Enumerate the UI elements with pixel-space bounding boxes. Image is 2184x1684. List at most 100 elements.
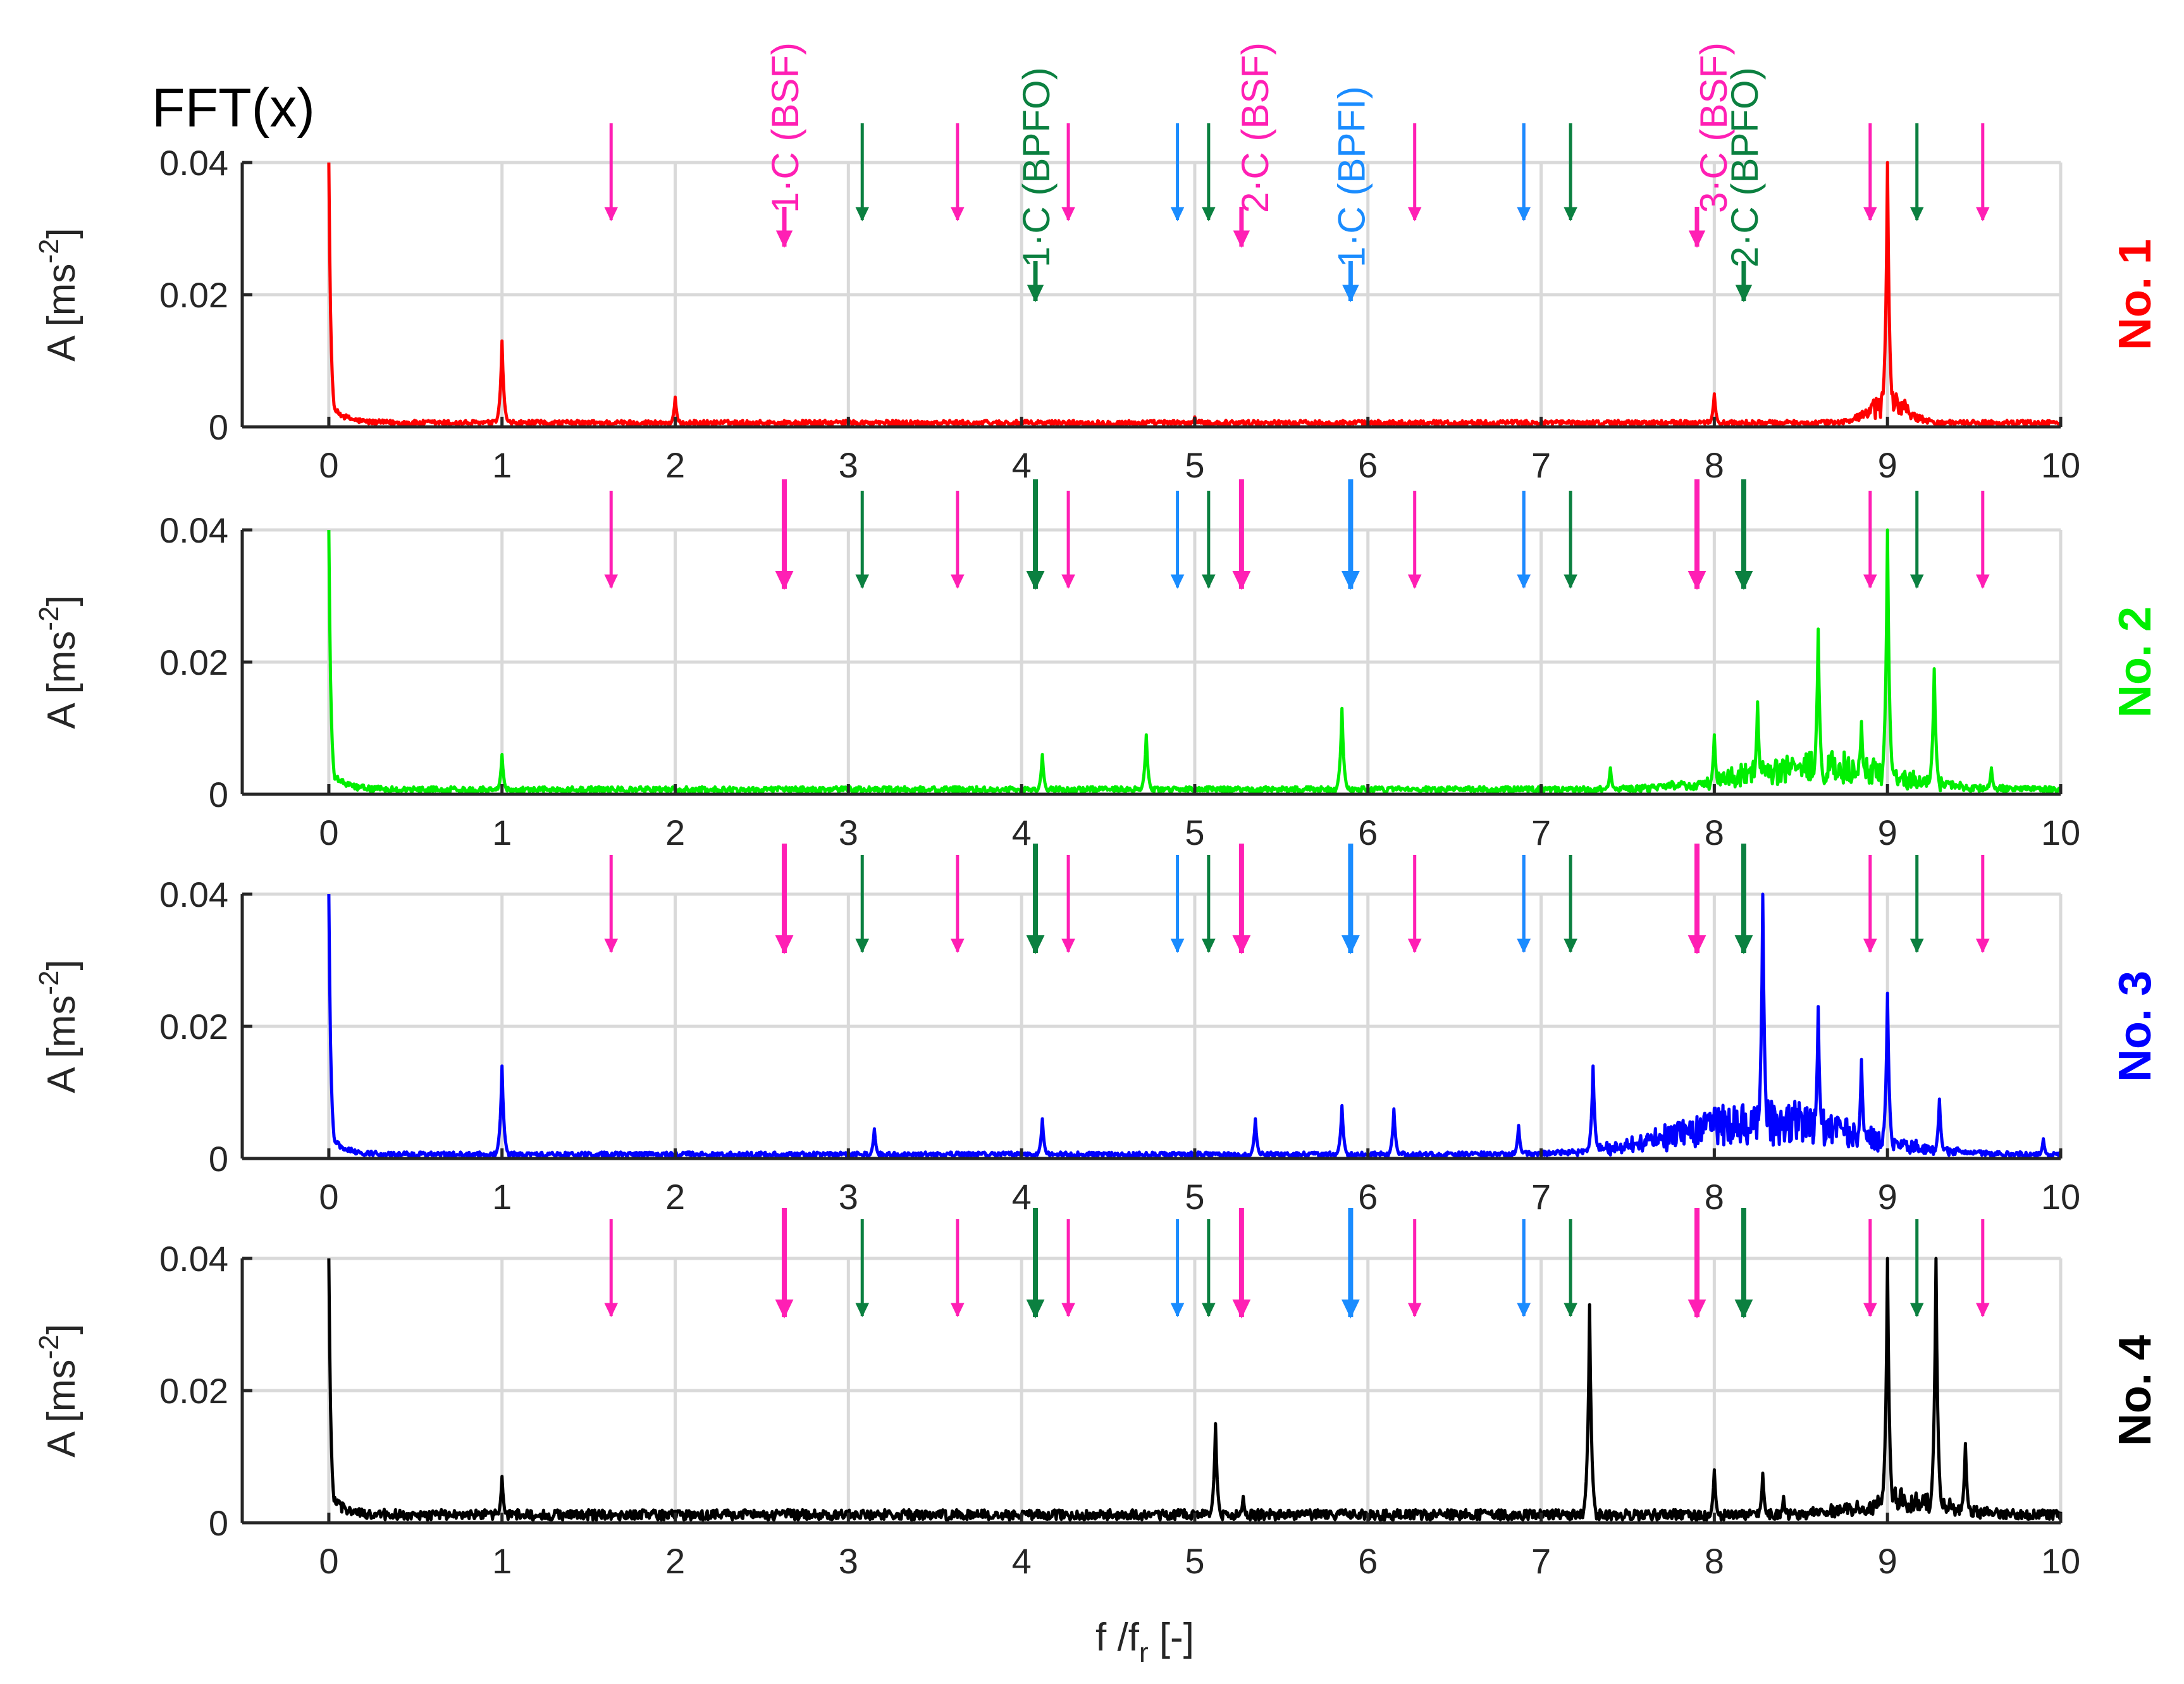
fault-marker-arrow-head: [951, 938, 965, 953]
fault-marker-arrow: [1170, 123, 1185, 221]
x-axis-label: f /fr [-]: [1095, 1616, 1194, 1668]
x-tick-label: 3: [839, 813, 858, 852]
x-tick-label: 10: [2041, 1541, 2080, 1581]
y-axis-label-superscript: -2: [34, 971, 65, 995]
panel-1: 0 1 2 3 4 5 6 7 8 9 10 0 0.02 0.04 A [ms-2] No. 1: [34, 123, 2161, 485]
fault-marker-arrow-head: [1517, 574, 1531, 589]
fault-marker-arrow: [1341, 479, 1360, 590]
annotation-label: 1·C (BPFO): [1015, 67, 1058, 267]
y-axis-label-main: A [ms: [40, 631, 83, 729]
fault-marker-arrow-head: [1026, 1300, 1045, 1318]
x-tick-label: 7: [1531, 445, 1551, 485]
fault-marker-arrow-head: [951, 574, 965, 589]
fault-marker-arrow: [604, 855, 619, 953]
y-axis-label-superscript: -2: [34, 239, 65, 264]
fault-marker-arrow: [1734, 479, 1753, 590]
fault-marker-arrow: [1061, 855, 1075, 953]
fault-marker-arrow-head: [1202, 938, 1216, 953]
fault-marker-arrow: [1975, 123, 1990, 221]
fault-marker-arrow-head: [1863, 938, 1877, 953]
fault-marker-arrow-head: [1909, 207, 1924, 221]
y-tick-label: 0.04: [159, 510, 228, 550]
x-tick-label: 7: [1531, 1541, 1551, 1581]
y-axis-label-main: A [ms: [40, 1360, 83, 1458]
x-axis-label-subscript: r: [1139, 1637, 1149, 1668]
annotation-arrow-head: [1735, 285, 1753, 302]
annotation-arrow: [1688, 207, 1706, 248]
panel-label: No. 2: [2110, 606, 2161, 718]
fault-marker-arrow-head: [1061, 574, 1075, 589]
fault-marker-arrow: [1202, 491, 1216, 589]
fault-marker-arrow: [1687, 479, 1706, 590]
fault-marker-arrow-head: [1975, 207, 1990, 221]
fault-marker-arrow: [1170, 491, 1185, 589]
x-tick-label: 1: [492, 1541, 512, 1581]
fault-marker-arrow-head: [1202, 574, 1216, 589]
fault-marker-arrow-head: [775, 1300, 794, 1318]
fault-marker-arrow: [1863, 123, 1877, 221]
x-tick-label: 2: [665, 1177, 685, 1217]
fault-annotations: 1·C (BSF) 1·C (BPFO) 2·C (BSF) 1·C (BPFI) 3·…: [764, 42, 1766, 302]
fault-marker-arrow-head: [855, 938, 870, 953]
panel-label: No. 1: [2110, 239, 2161, 350]
fault-marker-arrow-head: [1863, 574, 1877, 589]
x-tick-label: 10: [2041, 445, 2080, 485]
fault-marker-arrow: [1517, 855, 1531, 953]
annotation-arrow-head: [1027, 285, 1044, 302]
fault-marker-arrow-head: [1564, 207, 1577, 221]
fault-marker-arrow: [1687, 1208, 1706, 1318]
x-tick-label: 8: [1705, 1177, 1724, 1217]
fault-marker-arrow: [1909, 1219, 1924, 1317]
x-tick-label: 10: [2041, 813, 2080, 852]
x-tick-label: 4: [1012, 1177, 1032, 1217]
fault-marker-arrow: [1407, 855, 1422, 953]
x-tick-label: 8: [1705, 813, 1724, 852]
fault-marker-arrow: [1517, 1219, 1531, 1317]
fault-marker-arrow-head: [1061, 207, 1075, 221]
y-tick-label: 0.04: [159, 875, 228, 914]
fault-marker-arrow: [1341, 1208, 1360, 1318]
fault-marker-arrow-head: [1975, 938, 1990, 953]
x-tick-label: 8: [1705, 445, 1724, 485]
x-tick-label: 9: [1878, 1541, 1897, 1581]
fault-marker-arrow-head: [1734, 935, 1753, 954]
fault-marker-arrow-head: [1061, 938, 1075, 953]
fault-marker-arrow-head: [855, 1303, 870, 1317]
y-axis-label-tail: ]: [40, 959, 83, 970]
fault-marker-arrow: [855, 1219, 870, 1317]
y-tick-label: 0: [209, 775, 228, 814]
fault-marker-arrow-head: [855, 574, 870, 589]
fault-marker-arrow: [1975, 1219, 1990, 1317]
annotation-label: 1·C (BSF): [764, 42, 806, 213]
x-tick-label: 6: [1358, 1177, 1378, 1217]
y-axis-label: A [ms-2]: [34, 228, 83, 361]
x-tick-label: 6: [1358, 445, 1378, 485]
x-tick-label: 8: [1705, 1541, 1724, 1581]
x-tick-label: 4: [1012, 813, 1032, 852]
fault-marker-arrow-head: [1863, 207, 1877, 221]
x-tick-label: 6: [1358, 1541, 1378, 1581]
x-tick-label: 5: [1185, 1177, 1204, 1217]
x-tick-label: 0: [319, 813, 338, 852]
annotation-arrow: [1735, 261, 1753, 302]
panel-label: No. 4: [2110, 1335, 2161, 1446]
y-tick-label: 0.02: [159, 1371, 228, 1411]
fault-marker-arrow: [855, 855, 870, 953]
fault-marker-arrow: [1564, 1219, 1577, 1317]
fault-marker-arrow-head: [1407, 1303, 1422, 1317]
fault-marker-arrow-head: [1026, 935, 1045, 954]
fault-marker-arrow-head: [1232, 935, 1251, 954]
y-axis-label-main: A [ms: [40, 995, 83, 1093]
fault-marker-arrow: [1232, 1208, 1251, 1318]
x-tick-label: 7: [1531, 1177, 1551, 1217]
fault-marker-arrow-head: [604, 574, 619, 589]
fault-marker-arrow-head: [1517, 207, 1531, 221]
fault-marker-arrow: [951, 123, 965, 221]
x-tick-label: 2: [665, 1541, 685, 1581]
fault-marker-arrow: [1975, 491, 1990, 589]
fault-marker-arrow-head: [1170, 574, 1185, 589]
fault-marker-arrow-head: [1687, 935, 1706, 954]
x-tick-label: 1: [492, 813, 512, 852]
x-tick-label: 0: [319, 1177, 338, 1217]
fault-marker-arrow-head: [1734, 571, 1753, 590]
